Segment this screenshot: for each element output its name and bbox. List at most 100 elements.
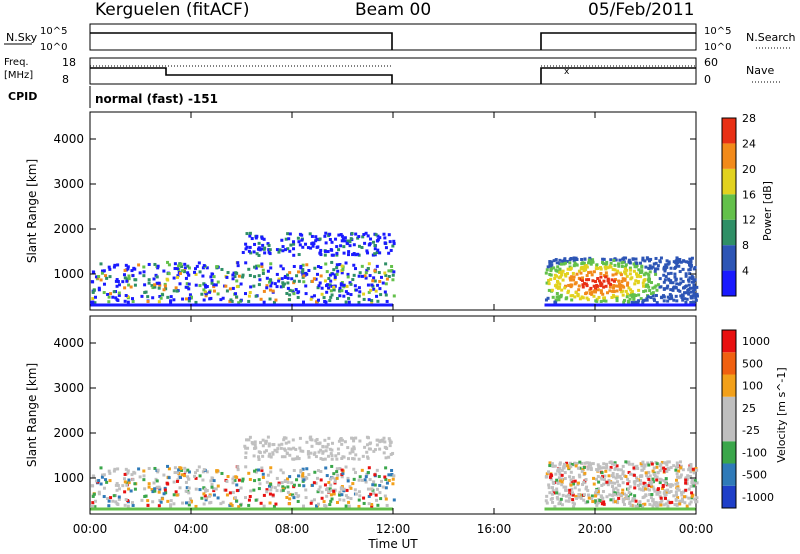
echo-cell [367,298,371,302]
echo-cell [297,474,301,478]
echo-cell [622,285,626,289]
echo-cell [127,487,131,491]
echo-cell [259,297,263,301]
echo-cell [346,476,350,480]
echo-cell [589,270,593,274]
echo-cell [338,466,342,470]
echo-cell [597,466,601,470]
echo-cell [560,483,564,487]
echo-cell [570,298,574,302]
echo-cell [244,451,248,455]
echo-cell [557,476,561,480]
echo-cell [375,251,379,255]
echo-cell [632,262,636,266]
echo-cell [166,464,170,468]
echo-cell [301,467,305,471]
echo-cell [383,290,387,294]
echo-cell [684,481,688,485]
echo-cell [667,261,671,265]
echo-cell [687,487,691,491]
echo-cell [632,269,636,273]
echo-cell [574,464,578,468]
echo-cell [666,504,670,508]
echo-cell [221,500,225,504]
nave-tick-top: 60 [704,56,718,69]
echo-cell [668,501,672,505]
echo-cell [594,489,598,493]
echo-cell [188,293,192,297]
echo-cell [301,472,305,476]
echo-cell [553,284,557,288]
echo-cell [292,279,296,283]
echo-cell [370,283,374,287]
echo-cell [115,278,119,282]
echo-cell [567,499,571,503]
echo-cell [379,439,383,443]
echo-cell [552,266,556,270]
echo-cell [587,271,591,275]
echo-cell [640,270,644,274]
echo-cell [265,480,269,484]
echo-cell [220,471,224,475]
echo-cell [603,265,607,269]
echo-cell [392,242,396,246]
echo-cell [572,505,576,509]
echo-cell [97,275,101,279]
echo-cell [584,487,588,491]
echo-cell [127,478,131,482]
echo-cell [258,278,262,282]
echo-cell [107,295,111,299]
echo-cell [237,478,241,482]
echo-cell [94,479,98,483]
echo-cell [625,274,629,278]
echo-cell [147,482,151,486]
echo-cell [654,256,658,260]
echo-cell [212,493,216,497]
echo-cell [164,287,168,291]
nave-tick-bottom: 0 [704,73,711,86]
echo-cell [342,283,346,287]
echo-cell [299,266,303,270]
echo-cell [187,287,191,291]
echo-cell [142,265,146,269]
echo-cell [581,278,585,282]
echo-cell [630,300,634,304]
echo-cell [639,297,643,301]
echo-cell [257,478,261,482]
echo-cell [608,468,612,472]
echo-cell [286,281,290,285]
echo-cell [587,496,591,500]
echo-cell [648,502,652,506]
echo-cell [604,271,608,275]
echo-cell [354,492,358,496]
echo-cell [580,461,584,465]
echo-cell [616,492,620,496]
echo-cell [261,271,265,275]
echo-cell [649,281,653,285]
echo-cell [629,288,633,292]
echo-cell [641,299,645,303]
echo-cell [93,301,97,305]
echo-cell [646,295,650,299]
echo-cell [673,272,677,276]
echo-cell [544,271,548,275]
echo-cell [276,447,280,451]
echo-cell [329,289,333,293]
echo-cell [595,477,599,481]
echo-cell [97,288,101,292]
echo-cell [392,294,396,298]
echo-cell [617,262,621,266]
echo-cell [631,462,635,466]
echo-cell [616,488,620,492]
echo-cell [585,274,589,278]
echo-cell [680,293,684,297]
echo-cell [550,462,554,466]
echo-cell [248,245,252,249]
echo-cell [647,285,651,289]
echo-cell [605,291,609,295]
echo-cell [365,249,369,253]
echo-cell [225,493,229,497]
echo-cell [619,288,623,292]
echo-cell [252,454,256,458]
echo-cell [209,296,213,300]
